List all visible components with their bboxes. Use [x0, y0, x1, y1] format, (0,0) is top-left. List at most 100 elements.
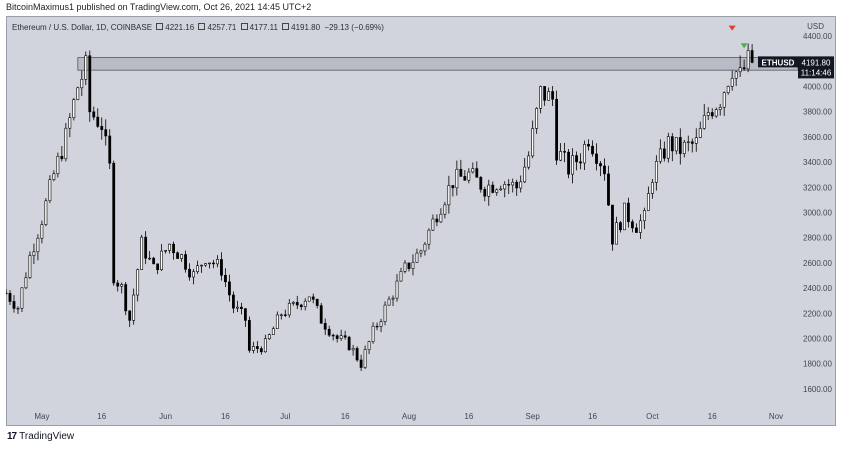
candle-body	[746, 50, 750, 70]
candle-body	[128, 310, 132, 321]
candle-body	[243, 308, 247, 321]
author-name: BitcoinMaximus1	[6, 2, 75, 12]
candle-body	[419, 250, 423, 254]
candle-body	[435, 218, 439, 223]
square-icon	[282, 23, 290, 30]
x-tick-label: 16	[97, 412, 106, 421]
candle-body	[666, 136, 670, 159]
candle-body	[48, 179, 52, 202]
candle-body	[579, 161, 582, 164]
candle-body	[583, 144, 586, 164]
candle-body	[136, 269, 140, 296]
candle-body	[722, 92, 726, 108]
square-icon	[198, 23, 206, 30]
legend-high: 4257.71	[207, 23, 237, 32]
y-tick-label: 2000.00	[803, 334, 832, 343]
candle-body	[463, 176, 467, 181]
candle-body	[224, 274, 227, 283]
chart-frame[interactable]	[6, 16, 836, 426]
y-tick-label: 3400.00	[803, 158, 832, 167]
candle-body	[56, 155, 60, 175]
candle-body	[140, 236, 144, 270]
candle-body	[395, 280, 399, 299]
candle-body	[104, 129, 108, 137]
candle-body	[259, 348, 263, 353]
candle-body	[387, 298, 391, 306]
candle-body	[678, 137, 682, 154]
candle-body	[714, 109, 718, 117]
y-tick-label: 2200.00	[803, 309, 832, 318]
candle-body	[132, 294, 136, 321]
candle-body	[555, 98, 559, 161]
candle-body	[16, 307, 20, 310]
candle-body	[571, 155, 574, 175]
candle-body	[255, 346, 259, 349]
candle-body	[611, 204, 614, 245]
candle-body	[531, 128, 535, 157]
candle-body	[271, 328, 275, 335]
candle-body	[543, 86, 547, 101]
price-tag	[798, 56, 834, 79]
candle-body	[615, 222, 618, 245]
candle-body	[100, 126, 104, 130]
candle-body	[307, 296, 311, 302]
candle-body	[263, 338, 267, 353]
candle-body	[650, 182, 654, 194]
candle-body	[164, 250, 167, 252]
candle-body	[96, 116, 100, 127]
x-tick-label: May	[34, 412, 49, 421]
publisher-line: BitcoinMaximus1 published on TradingView…	[6, 2, 311, 12]
candle-body	[726, 86, 730, 93]
candle-body	[204, 263, 207, 266]
candle-body	[710, 112, 714, 117]
candle-body	[72, 99, 76, 119]
candle-body	[635, 227, 638, 233]
candle-body	[236, 306, 239, 309]
candle-body	[399, 271, 403, 282]
candle-body	[638, 220, 642, 233]
candle-body	[240, 306, 243, 309]
candle-body	[587, 144, 590, 147]
candle-body	[658, 148, 662, 162]
candle-body	[523, 166, 527, 183]
price-chart[interactable]: 1600.00 1800.00 2000.00 2200.00 2400.00 2600.…	[6, 16, 836, 426]
candle-body	[487, 184, 491, 197]
candle-body	[515, 181, 519, 189]
candle-body	[232, 294, 235, 309]
candle-body	[108, 135, 112, 164]
candle-body	[595, 153, 598, 164]
candle-body	[407, 262, 411, 269]
candle-body	[36, 237, 40, 253]
candle-body	[686, 141, 690, 143]
candle-body	[567, 151, 570, 175]
x-tick-label: 16	[341, 412, 350, 421]
candle-body	[212, 262, 215, 265]
candle-body	[507, 184, 511, 186]
y-tick-label: 3800.00	[803, 108, 832, 117]
candle-body	[347, 336, 351, 351]
candle-body	[455, 168, 459, 189]
candle-body	[200, 264, 203, 267]
candle-body	[702, 115, 706, 129]
candle-body	[295, 301, 299, 306]
candle-body	[375, 325, 379, 328]
x-tick-label: 16	[588, 412, 597, 421]
candle-body	[355, 348, 359, 361]
legend-change: −29.13 (−0.69%)	[324, 23, 384, 32]
candle-body	[327, 328, 331, 336]
x-tick-label: Jun	[159, 412, 172, 421]
footer-brand[interactable]: 17 TradingView	[7, 431, 74, 442]
y-tick-label: 2400.00	[803, 284, 832, 293]
candle-body	[503, 184, 507, 190]
published-text: published on TradingView.com, Oct 26, 20…	[76, 2, 312, 12]
candle-body	[247, 320, 251, 351]
last-price-label: 4191.80	[802, 58, 831, 67]
candle-body	[471, 168, 475, 173]
candle-body	[443, 204, 447, 215]
candle-body	[116, 282, 120, 287]
countdown-label: 11:14:46	[801, 68, 832, 77]
candle-body	[447, 185, 451, 206]
candle-body	[196, 265, 199, 273]
candle-body	[92, 111, 96, 118]
candle-body	[682, 141, 686, 154]
